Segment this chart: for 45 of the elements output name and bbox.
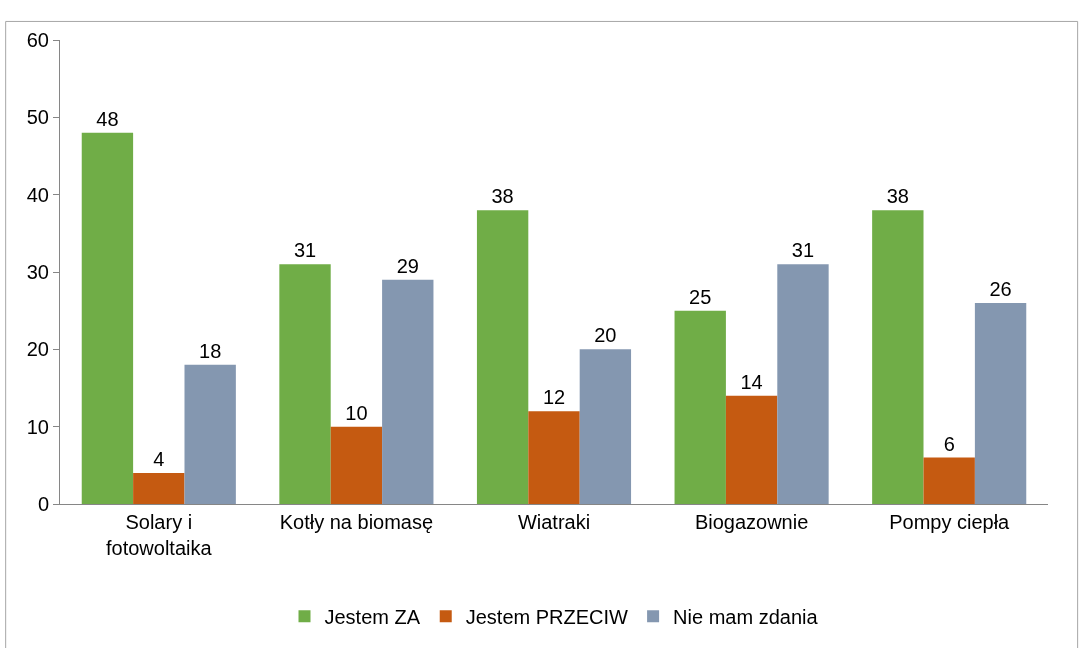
data-label: 20 — [594, 324, 617, 347]
y-tick-label: 0 — [37, 493, 49, 515]
bar — [528, 411, 580, 504]
bar — [330, 426, 383, 504]
bar — [579, 349, 632, 504]
y-tick-label: 50 — [26, 106, 49, 129]
data-label: 25 — [689, 285, 712, 308]
x-tick-label: Biogazownie — [694, 511, 809, 533]
data-label: 14 — [740, 370, 763, 393]
bar — [279, 264, 331, 504]
bar — [872, 210, 924, 504]
y-tick-label: 20 — [26, 338, 49, 361]
bar — [674, 310, 726, 504]
data-label: 31 — [293, 239, 317, 262]
y-tick-label: 40 — [26, 183, 49, 206]
data-label: 12 — [542, 386, 566, 409]
data-label: 18 — [199, 339, 222, 362]
data-label: 26 — [989, 277, 1012, 300]
bar — [974, 302, 1027, 504]
data-label: 38 — [886, 185, 909, 208]
y-tick-label: 30 — [26, 261, 49, 283]
x-tick-label: Solary i fotowoltaika — [105, 511, 213, 559]
data-label: 10 — [345, 401, 368, 424]
data-label: 29 — [396, 254, 419, 277]
data-label: 31 — [791, 239, 815, 262]
legend-label: Nie mam zdania — [673, 606, 819, 629]
x-tick-label: Wiatraki — [517, 511, 591, 533]
bar — [923, 457, 975, 504]
data-label: 38 — [491, 185, 514, 208]
bar — [382, 279, 434, 504]
legend-label: Jestem ZA — [324, 606, 421, 629]
y-tick-label: 10 — [26, 415, 49, 438]
data-label: 48 — [96, 107, 119, 130]
x-tick-label: Kotły na biomasę — [279, 511, 434, 533]
bar — [133, 473, 185, 504]
bar — [777, 264, 829, 504]
data-label: 4 — [153, 448, 165, 471]
data-label: 6 — [943, 432, 955, 455]
bar — [725, 395, 778, 504]
x-tick-label: Pompy ciepła — [889, 511, 1011, 533]
bar — [184, 364, 236, 504]
y-tick-label: 60 — [26, 29, 49, 51]
bar — [476, 210, 529, 504]
bar — [81, 132, 134, 504]
legend-label: Jestem PRZECIW — [465, 606, 629, 629]
